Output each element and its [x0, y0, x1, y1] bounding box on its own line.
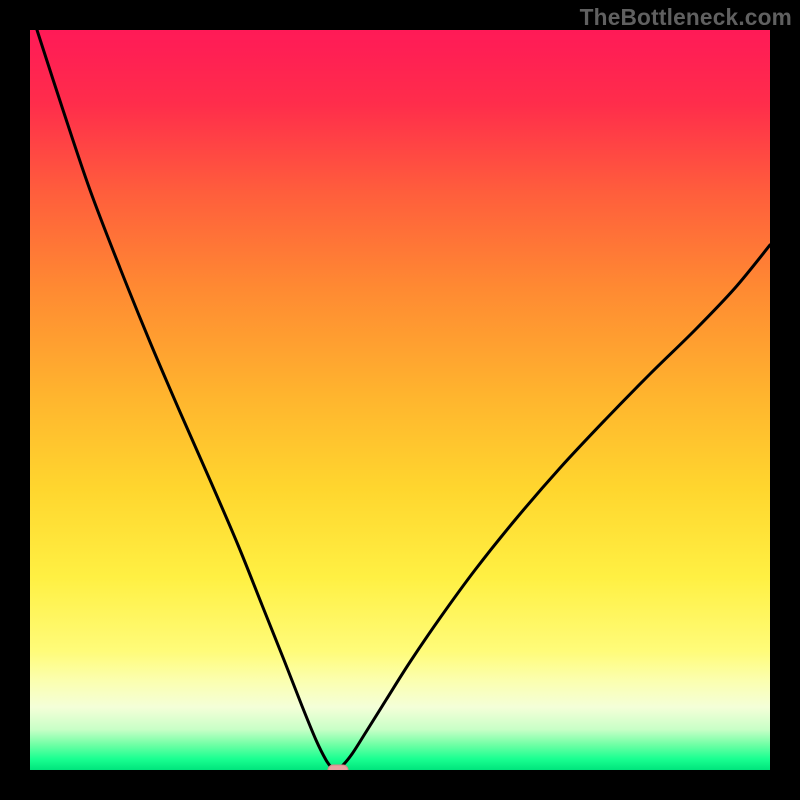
- plot-area: [30, 30, 770, 770]
- chart-outer-frame: TheBottleneck.com: [0, 0, 800, 800]
- watermark-text: TheBottleneck.com: [580, 4, 792, 31]
- minimum-marker: [328, 765, 348, 770]
- plot-background-gradient: [30, 30, 770, 770]
